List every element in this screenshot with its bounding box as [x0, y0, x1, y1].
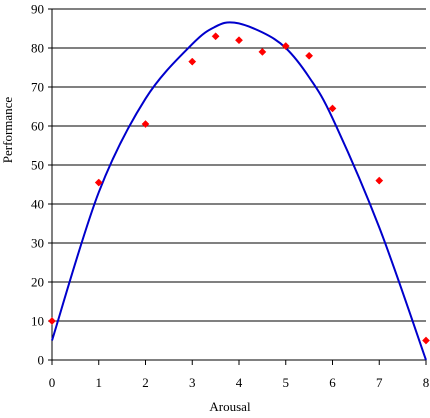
y-tick-label-90: 90: [31, 2, 44, 17]
x-tick-label-2: 2: [142, 375, 149, 390]
data-points-layer: [48, 32, 430, 345]
x-tick-label-8: 8: [423, 375, 430, 390]
y-tick-label-80: 80: [31, 41, 44, 56]
data-point-0: [48, 317, 56, 325]
x-tick-label-1: 1: [96, 375, 103, 390]
tick-labels-layer: 0 10 20 30 40 50 60 70 80 90 0 1 2 3 4 5 6 7 8: [31, 2, 429, 391]
data-point-10: [375, 176, 384, 185]
x-axis-title: Arousal: [209, 399, 251, 414]
data-point-1: [94, 178, 103, 187]
data-point-2: [141, 120, 150, 129]
y-tick-label-30: 30: [31, 236, 44, 251]
data-point-3: [188, 57, 197, 66]
x-tick-label-5: 5: [283, 375, 290, 390]
y-tick-label-60: 60: [31, 119, 44, 134]
data-point-9: [328, 104, 337, 113]
y-tick-label-40: 40: [31, 197, 44, 212]
gridlines: [52, 8, 426, 322]
x-tick-label-6: 6: [329, 375, 336, 390]
data-point-6: [258, 47, 267, 56]
y-tick-label-70: 70: [31, 80, 44, 95]
y-tick-label-0: 0: [38, 353, 45, 368]
x-tick-label-0: 0: [49, 375, 56, 390]
x-tick-label-7: 7: [376, 375, 383, 390]
y-tick-label-50: 50: [31, 158, 44, 173]
fitted-curve-layer: [51, 21, 427, 361]
data-point-8: [305, 51, 314, 60]
data-point-5: [235, 36, 243, 45]
x-tick-label-4: 4: [236, 375, 243, 390]
data-point-11: [422, 336, 430, 345]
axes: [48, 8, 427, 365]
y-axis-title: Performance: [0, 97, 15, 164]
fitted-curve-line: [51, 21, 427, 361]
data-point-7: [281, 42, 290, 51]
y-tick-label-10: 10: [31, 314, 44, 329]
x-tick-label-3: 3: [189, 375, 196, 390]
data-point-4: [211, 32, 220, 41]
y-tick-label-20: 20: [31, 275, 44, 290]
